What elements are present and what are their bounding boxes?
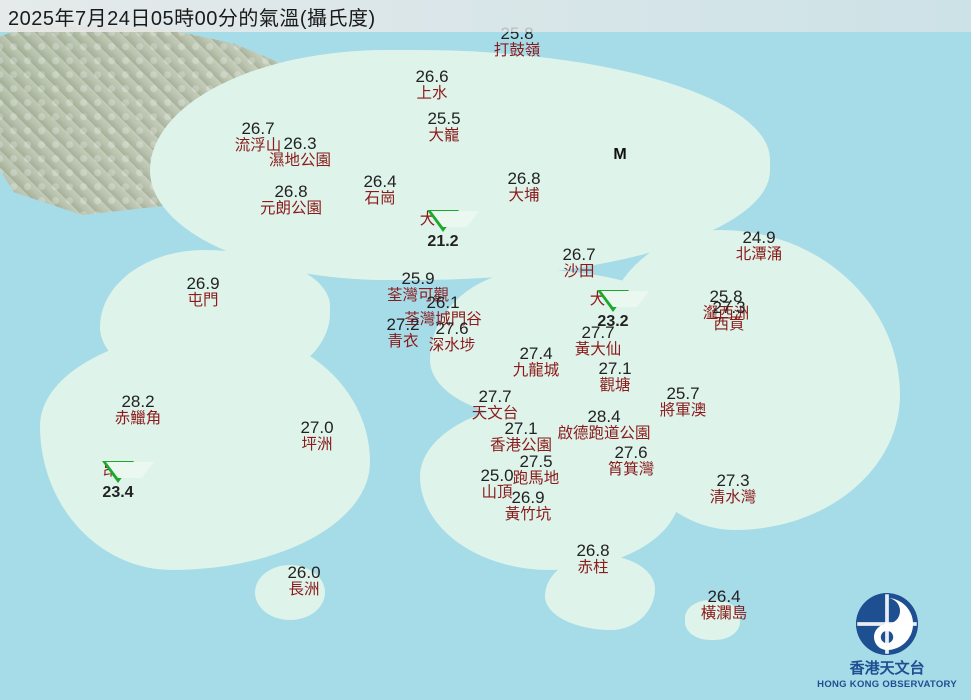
station-29[interactable]: 清水灣 27.3 (710, 472, 757, 506)
station-31[interactable]: 黃竹坑 26.9 (505, 489, 552, 523)
station-name-24: 啟德跑道公園 (557, 426, 650, 442)
station-13[interactable]: 屯門 26.9 (186, 275, 219, 309)
station-name-4: 濕地公園 (269, 153, 331, 169)
station-temp-11: 25.9 (387, 270, 449, 288)
station-temp-4: 26.3 (269, 135, 331, 153)
station-name-17: 青衣 (386, 334, 419, 350)
station-temp-16: 27.3 (712, 299, 745, 317)
station-16[interactable]: 西貢 27.3 (712, 299, 745, 333)
lowest-temp-marker-1[interactable]: 23.2 (597, 290, 629, 312)
station-temp-10: 24.9 (736, 229, 783, 247)
station-name-0: 打鼓嶺 (494, 43, 541, 59)
station-10[interactable]: 北潭涌 24.9 (736, 229, 783, 263)
station-temp-2: 25.5 (427, 110, 460, 128)
station-name-7: 大埔 (507, 188, 540, 204)
station-temp-1: 26.6 (415, 68, 448, 86)
station-5[interactable]: 石崗 26.4 (363, 173, 396, 207)
missing-data-marker[interactable]: M (613, 146, 626, 164)
station-temp-20: 27.4 (513, 345, 560, 363)
station-7[interactable]: 大埔 26.8 (507, 170, 540, 204)
page-title: 2025年7月24日05時00分的氣溫(攝氏度) (8, 2, 376, 31)
hko-temperature-map: 2025年7月24日05時00分的氣溫(攝氏度) 打鼓嶺 25.8 上水 26.6 大巃… (0, 0, 971, 700)
station-name-27: 筲箕灣 (608, 462, 655, 478)
station-temp-9: 26.7 (562, 246, 595, 264)
station-temp-31: 26.9 (505, 489, 552, 507)
station-temp-32: 28.2 (115, 393, 162, 411)
station-temp-14: 26.1 (404, 294, 482, 312)
station-temp-13: 26.9 (186, 275, 219, 293)
station-temp-26: 27.1 (490, 420, 552, 438)
station-temp-18: 27.6 (429, 320, 476, 338)
station-35[interactable]: 橫瀾島 26.4 (701, 588, 748, 622)
station-20[interactable]: 九龍城 27.4 (513, 345, 560, 379)
station-name-21: 觀塘 (598, 378, 631, 394)
station-28[interactable]: 跑馬地 27.5 (513, 453, 560, 487)
station-name-9: 沙田 (562, 264, 595, 280)
station-temp-30: 25.0 (480, 467, 513, 485)
station-temp-6: 26.8 (260, 183, 322, 201)
station-32[interactable]: 赤鱲角 28.2 (115, 393, 162, 427)
station-name-28: 跑馬地 (513, 471, 560, 487)
station-9[interactable]: 沙田 26.7 (562, 246, 595, 280)
station-name-35: 橫瀾島 (701, 606, 748, 622)
station-temp-7: 26.8 (507, 170, 540, 188)
station-name-1: 上水 (415, 86, 448, 102)
station-temp-27: 27.6 (608, 444, 655, 462)
station-temp-23: 25.7 (660, 385, 707, 403)
station-temp-33: 26.0 (287, 564, 320, 582)
lowest-temp-marker-2[interactable]: 23.4 (102, 461, 134, 483)
station-33[interactable]: 長洲 26.0 (287, 564, 320, 598)
station-temp-34: 26.8 (576, 542, 609, 560)
station-21[interactable]: 觀塘 27.1 (598, 360, 631, 394)
station-name-6: 元朗公園 (260, 201, 322, 217)
station-18[interactable]: 深水埗 27.6 (429, 320, 476, 354)
station-2[interactable]: 大巃 25.5 (427, 110, 460, 144)
station-27[interactable]: 筲箕灣 27.6 (608, 444, 655, 478)
title-bar: 2025年7月24日05時00分的氣溫(攝氏度) (0, 0, 971, 32)
station-name-32: 赤鱲角 (115, 411, 162, 427)
station-22[interactable]: 天文台 27.7 (472, 388, 519, 422)
station-name-19: 黃大仙 (575, 342, 622, 358)
hko-logo-en-text: HONG KONG OBSERVATORY (817, 679, 957, 690)
station-25[interactable]: 坪洲 27.0 (300, 419, 333, 453)
station-23[interactable]: 將軍澳 25.7 (660, 385, 707, 419)
station-name-23: 將軍澳 (660, 403, 707, 419)
station-temp-35: 26.4 (701, 588, 748, 606)
station-name-20: 九龍城 (513, 363, 560, 379)
station-name-2: 大巃 (427, 128, 460, 144)
station-24[interactable]: 啟德跑道公園 28.4 (557, 408, 650, 442)
station-temp-24: 28.4 (557, 408, 650, 426)
station-temp-22: 27.7 (472, 388, 519, 406)
station-temp-17: 27.2 (386, 316, 419, 334)
station-temp-25: 27.0 (300, 419, 333, 437)
station-name-33: 長洲 (287, 582, 320, 598)
hko-logo-icon (856, 593, 918, 655)
hko-logo-cn-text: 香港天文台 (850, 657, 925, 678)
station-name-13: 屯門 (186, 293, 219, 309)
station-name-34: 赤柱 (576, 560, 609, 576)
station-name-10: 北潭涌 (736, 247, 783, 263)
station-name-16: 西貢 (712, 317, 745, 333)
station-temp-5: 26.4 (363, 173, 396, 191)
station-34[interactable]: 赤柱 26.8 (576, 542, 609, 576)
station-17[interactable]: 青衣 27.2 (386, 316, 419, 350)
station-4[interactable]: 濕地公園 26.3 (269, 135, 331, 169)
station-temp-29: 27.3 (710, 472, 757, 490)
station-temp-28: 27.5 (513, 453, 560, 471)
station-name-29: 清水灣 (710, 490, 757, 506)
station-26[interactable]: 香港公園 27.1 (490, 420, 552, 454)
station-1[interactable]: 上水 26.6 (415, 68, 448, 102)
hko-logo: 香港天文台 HONG KONG OBSERVATORY (817, 593, 957, 690)
lowest-temp-marker-0[interactable]: 21.2 (427, 210, 459, 232)
station-temp-21: 27.1 (598, 360, 631, 378)
station-name-25: 坪洲 (300, 437, 333, 453)
station-name-31: 黃竹坑 (505, 507, 552, 523)
station-name-5: 石崗 (363, 191, 396, 207)
station-6[interactable]: 元朗公園 26.8 (260, 183, 322, 217)
station-name-18: 深水埗 (429, 338, 476, 354)
